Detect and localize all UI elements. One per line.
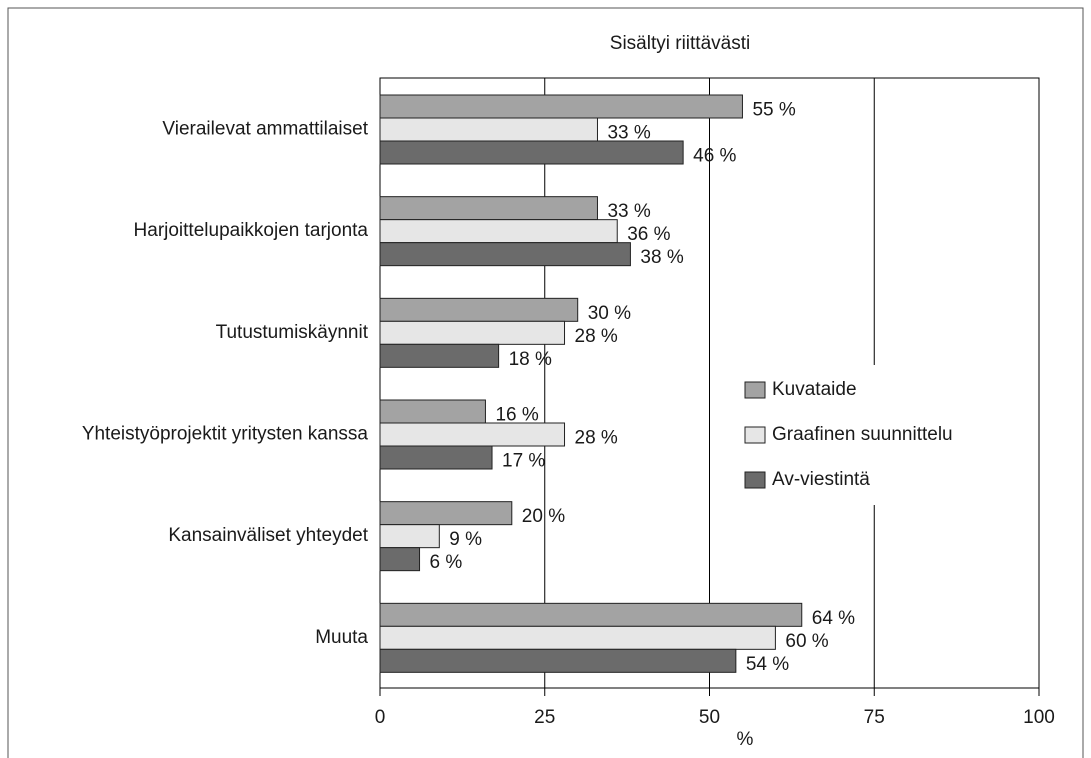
y-tick-label: Kansainväliset yhteydet bbox=[168, 525, 368, 546]
value-label: 30 % bbox=[588, 303, 631, 324]
value-label: 38 % bbox=[640, 247, 683, 268]
value-label: 33 % bbox=[607, 201, 650, 222]
x-tick-label: 75 bbox=[864, 707, 885, 728]
legend-swatch bbox=[744, 471, 766, 489]
bar bbox=[379, 422, 566, 447]
y-tick-label: Yhteistyöprojektit yritysten kanssa bbox=[82, 424, 369, 445]
value-label: 54 % bbox=[746, 654, 789, 675]
value-label: 64 % bbox=[812, 608, 855, 629]
bar bbox=[379, 445, 493, 470]
legend-box bbox=[735, 365, 1005, 505]
bar bbox=[379, 140, 684, 165]
bar bbox=[379, 547, 421, 572]
bar bbox=[379, 524, 440, 549]
x-tick-label: 25 bbox=[534, 707, 555, 728]
value-label: 6 % bbox=[430, 552, 463, 573]
legend-label: Graafinen suunnittelu bbox=[772, 424, 953, 445]
value-label: 46 % bbox=[693, 146, 736, 167]
chart-title: Sisältyi riittävästi bbox=[610, 33, 750, 54]
bar bbox=[379, 399, 486, 424]
bar bbox=[379, 648, 737, 673]
value-label: 60 % bbox=[785, 631, 828, 652]
x-tick-label: 100 bbox=[1023, 707, 1055, 728]
y-tick-label: Vierailevat ammattilaiset bbox=[162, 119, 368, 140]
value-label: 20 % bbox=[522, 506, 565, 527]
bar bbox=[379, 219, 618, 244]
value-label: 28 % bbox=[575, 326, 618, 347]
value-label: 9 % bbox=[449, 529, 482, 550]
value-label: 28 % bbox=[575, 428, 618, 449]
y-tick-label: Tutustumiskäynnit bbox=[216, 322, 369, 343]
frame bbox=[7, 7, 1084, 758]
legend-label: Av-viestintä bbox=[772, 469, 870, 490]
y-tick-label: Harjoittelupaikkojen tarjonta bbox=[134, 220, 369, 241]
value-label: 18 % bbox=[509, 349, 552, 370]
value-label: 55 % bbox=[752, 100, 795, 121]
value-label: 36 % bbox=[627, 224, 670, 245]
x-tick-label: 50 bbox=[699, 707, 720, 728]
bar bbox=[379, 625, 776, 650]
x-axis-label: % bbox=[737, 729, 754, 750]
bar bbox=[379, 320, 566, 345]
bar bbox=[379, 242, 631, 267]
bar bbox=[379, 501, 513, 526]
bar bbox=[379, 343, 500, 368]
bar bbox=[379, 297, 579, 322]
plot-border bbox=[379, 77, 1040, 689]
value-label: 17 % bbox=[502, 451, 545, 472]
value-label: 33 % bbox=[607, 123, 650, 144]
legend-swatch bbox=[744, 426, 766, 444]
legend-swatch bbox=[744, 381, 766, 399]
bar bbox=[379, 117, 598, 142]
value-label: 16 % bbox=[495, 405, 538, 426]
bar bbox=[379, 94, 743, 119]
x-tick-label: 0 bbox=[375, 707, 386, 728]
legend-label: Kuvataide bbox=[772, 379, 857, 400]
y-tick-label: Muuta bbox=[315, 627, 368, 648]
bar bbox=[379, 196, 598, 221]
bar bbox=[379, 602, 803, 627]
